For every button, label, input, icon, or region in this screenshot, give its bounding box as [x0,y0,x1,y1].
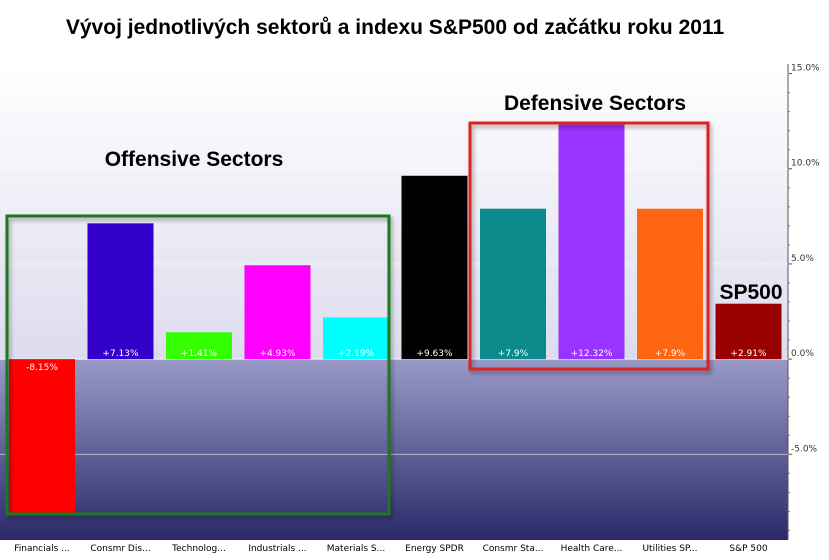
category-label: Consmr Sta... [483,544,544,554]
annotation-label: Offensive Sectors [105,148,284,171]
bar [323,317,389,360]
annotations: Offensive Sectors Defensive Sectors SP500 [5,92,783,516]
bar-value-label: +12.32% [571,349,613,359]
y-tick-label: 15.0% [791,64,820,74]
bar-value-label: +9.63% [416,349,453,359]
category-label: Financials ... [14,544,70,554]
annotation-label: Defensive Sectors [504,92,686,115]
bar [87,223,154,360]
bar [166,332,232,360]
bars [9,124,782,515]
category-label: Energy SPDR [405,544,464,554]
page-title: Vývoj jednotlivých sektorů a indexu S&P5… [65,16,725,39]
category-label: Technolog... [171,544,226,554]
category-label: S&P 500 [729,544,767,554]
bar [637,208,703,360]
bar-value-label: +2.19% [338,349,375,359]
bar [244,265,311,360]
annotation-box [468,121,710,371]
bar [480,208,546,360]
y-axis: 15.0% 10.0% 5.0% 0.0% -5.0% [788,64,820,531]
bar-value-label: +7.13% [102,349,139,359]
y-tick-label: 10.0% [791,159,820,169]
y-tick-label: -5.0% [791,444,818,454]
bar [9,359,75,515]
annotation-label: SP500 [719,281,782,304]
bar-value-label: -8.15% [26,363,58,373]
bar-value-label: +7.9% [498,349,529,359]
category-label: Utilities SP... [642,544,697,554]
bar-value-label: +7.9% [655,349,686,359]
category-label: Health Care... [561,544,623,554]
y-tick-label: 5.0% [791,254,814,264]
category-label: Consmr Dis... [90,544,150,554]
bar-value-label: +2.91% [730,349,767,359]
bar [401,175,468,360]
x-axis: Financials ... Consmr Dis... Technolog... I… [14,544,768,554]
y-tick-label: 0.0% [791,349,814,359]
bar [558,124,625,360]
category-label: Industrials ... [248,544,306,554]
plot-bg-negative [0,359,788,540]
bar-value-label: +1.41% [181,349,218,359]
bar [715,303,782,360]
category-label: Materials S... [327,544,385,554]
bar-value-labels: -8.15% +7.13% +1.41% +4.93% +2.19% +9.63% +7.9… [26,349,767,373]
bar-value-label: +4.93% [259,349,296,359]
annotation-box [5,214,391,516]
